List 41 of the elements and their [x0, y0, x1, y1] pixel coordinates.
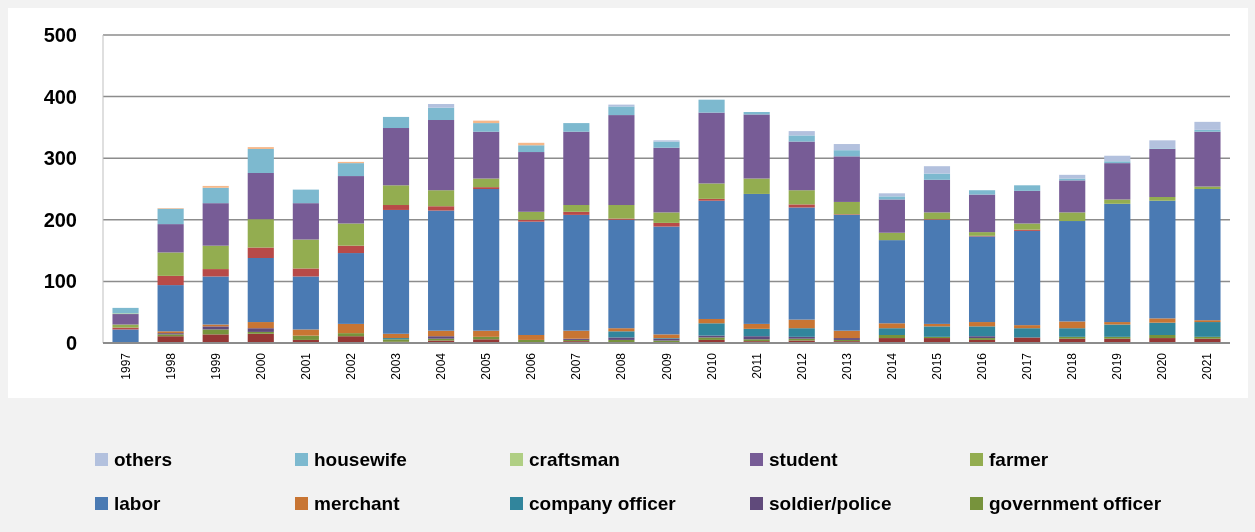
legend-label: farmer: [989, 448, 1049, 470]
x-tick-label: 2015: [929, 352, 944, 380]
legend-label: merchant: [314, 492, 401, 514]
legend-label: housewife: [314, 448, 407, 470]
x-tick-label: 2017: [1020, 352, 1035, 380]
x-tick-label: 2008: [614, 352, 629, 380]
x-tick-label: 2002: [343, 352, 358, 380]
x-tick-label: 2010: [704, 352, 719, 380]
x-tick-label: 1997: [118, 352, 133, 380]
x-tick-label: 2000: [253, 352, 268, 380]
x-tick-label: 2006: [524, 352, 539, 380]
x-tick-label: 2009: [659, 352, 674, 380]
x-tick-label: 2019: [1110, 352, 1125, 380]
x-tick-label: 2014: [884, 352, 899, 380]
x-tick-label: 2001: [298, 352, 313, 380]
x-tick-label: 2021: [1200, 352, 1215, 380]
x-tick-label: 2013: [839, 352, 854, 380]
x-tick-label: 2007: [569, 352, 584, 380]
x-tick-label: 2005: [479, 352, 494, 380]
y-tick-label: 400: [43, 85, 77, 108]
x-tick-label: 2003: [389, 352, 404, 380]
y-tick-label: 100: [43, 270, 77, 293]
y-tick-label: 300: [43, 147, 77, 170]
x-tick-label: 1999: [208, 352, 223, 380]
legend-label: others: [114, 448, 173, 470]
legend-label: craftsman: [529, 448, 620, 470]
x-tick-label: 2016: [975, 352, 990, 380]
x-tick-label: 1998: [163, 352, 178, 380]
x-tick-label: 2018: [1065, 352, 1080, 380]
x-tick-label: 2020: [1155, 352, 1170, 380]
y-tick-label: 200: [43, 208, 77, 231]
x-tick-label: 2011: [749, 352, 764, 379]
legend-label: labor: [114, 492, 162, 514]
legend-label: student: [769, 448, 839, 470]
y-tick-label: 500: [43, 24, 77, 46]
legend-label: company officer: [529, 492, 677, 514]
legend-label: government officer: [989, 492, 1162, 514]
y-tick-label: 0: [65, 332, 77, 354]
x-tick-label: 2012: [794, 352, 809, 380]
x-tick-label: 2004: [434, 352, 449, 380]
legend-label: soldier/police: [769, 492, 892, 514]
